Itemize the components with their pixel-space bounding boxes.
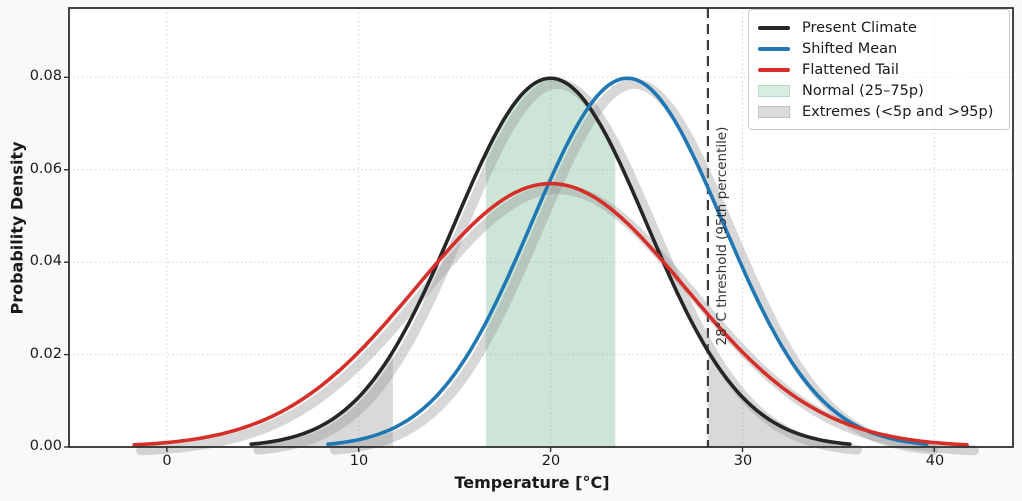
legend-label: Flattened Tail bbox=[802, 61, 899, 78]
legend-swatch-shifted-mean-line bbox=[758, 46, 790, 51]
y-tick-label-0.06: 0.06 bbox=[29, 161, 62, 177]
legend-swatch-normal-patch bbox=[758, 84, 790, 97]
threshold-annotation: 28°C threshold (95th percentile) bbox=[714, 126, 730, 346]
region-extremes-band bbox=[251, 351, 393, 447]
legend-item-flattened-tail: Flattened Tail bbox=[758, 59, 1000, 80]
series-line-1 bbox=[326, 76, 929, 446]
x-tick-label-40: 40 bbox=[925, 453, 945, 469]
legend-label: Extremes (<5p and >95p) bbox=[802, 103, 994, 120]
legend-label: Normal (25–75p) bbox=[802, 82, 924, 99]
legend-swatch-flattened-tail-line bbox=[758, 67, 790, 72]
legend-item-shifted-mean: Shifted Mean bbox=[758, 38, 1000, 59]
legend-label: Present Climate bbox=[802, 19, 917, 36]
legend: Present Climate Shifted Mean Flattened T… bbox=[748, 9, 1010, 130]
series-line-2 bbox=[132, 181, 969, 447]
y-tick-label-0.08: 0.08 bbox=[29, 68, 62, 84]
y-tick-label-0.00: 0.00 bbox=[29, 438, 62, 454]
x-tick-label-30: 30 bbox=[733, 453, 753, 469]
x-tick-label-0: 0 bbox=[162, 453, 172, 469]
y-tick-label-0.04: 0.04 bbox=[29, 253, 62, 269]
axes-spines bbox=[68, 7, 1014, 448]
x-tick-label-20: 20 bbox=[541, 453, 561, 469]
legend-swatch-present-climate-line bbox=[758, 25, 790, 30]
region-normal-band bbox=[485, 78, 616, 448]
y-tick-label-0.02: 0.02 bbox=[29, 346, 62, 362]
legend-item-extremes-band: Extremes (<5p and >95p) bbox=[758, 101, 1000, 122]
y-axis-title: Probability Density bbox=[7, 141, 27, 315]
series-line-0 bbox=[249, 76, 852, 446]
gridlines bbox=[69, 8, 1013, 447]
legend-item-normal-band: Normal (25–75p) bbox=[758, 80, 1000, 101]
legend-swatch-extremes-patch bbox=[758, 105, 790, 118]
legend-item-present-climate: Present Climate bbox=[758, 17, 1000, 38]
series-shadow-2 bbox=[136, 184, 979, 456]
x-axis-title: Temperature [°C] bbox=[454, 473, 610, 492]
region-extremes-band bbox=[707, 350, 850, 447]
legend-label: Shifted Mean bbox=[802, 40, 898, 57]
x-tick-label-10: 10 bbox=[349, 453, 369, 469]
